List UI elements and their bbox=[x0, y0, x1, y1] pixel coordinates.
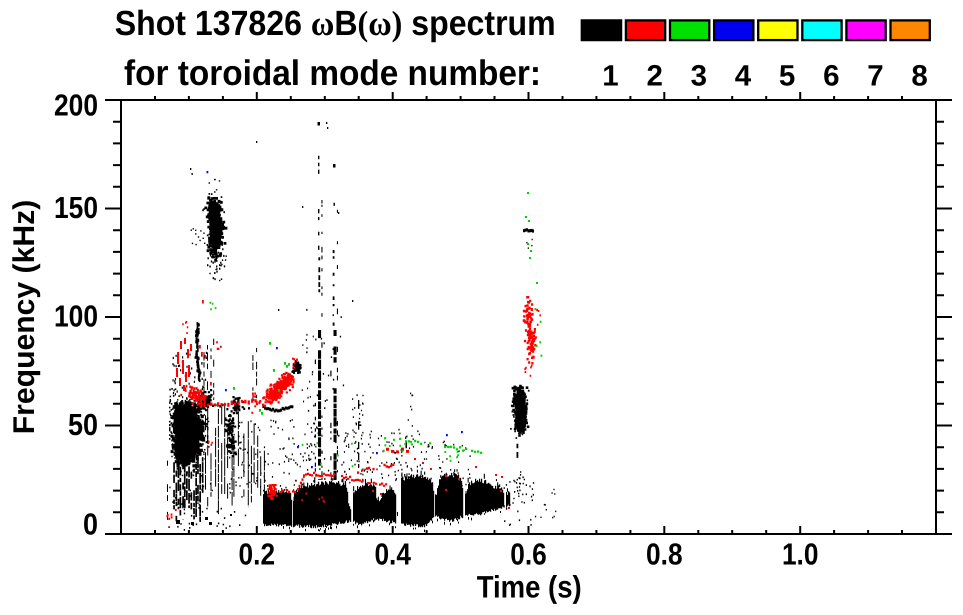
svg-text:0.4: 0.4 bbox=[374, 538, 411, 572]
svg-text:6: 6 bbox=[823, 60, 839, 93]
svg-text:1.0: 1.0 bbox=[782, 538, 819, 572]
svg-text:Time (s): Time (s) bbox=[477, 569, 582, 604]
svg-text:1: 1 bbox=[602, 60, 618, 93]
svg-text:2: 2 bbox=[646, 60, 662, 93]
svg-text:3: 3 bbox=[691, 60, 707, 93]
svg-text:200: 200 bbox=[54, 89, 98, 123]
svg-text:0: 0 bbox=[83, 507, 98, 541]
svg-text:100: 100 bbox=[54, 300, 98, 334]
svg-text:0.2: 0.2 bbox=[239, 538, 276, 572]
svg-text:0.8: 0.8 bbox=[646, 538, 683, 572]
svg-text:8: 8 bbox=[911, 60, 927, 93]
svg-text:150: 150 bbox=[54, 191, 98, 225]
svg-text:5: 5 bbox=[779, 60, 795, 93]
svg-text:Shot 137826 ωB(ω) spectrum: Shot 137826 ωB(ω) spectrum bbox=[115, 4, 556, 43]
svg-text:0.6: 0.6 bbox=[510, 538, 547, 572]
svg-text:7: 7 bbox=[867, 60, 883, 93]
svg-text:50: 50 bbox=[68, 408, 98, 442]
svg-text:Frequency (kHz): Frequency (kHz) bbox=[8, 200, 41, 435]
svg-text:4: 4 bbox=[735, 60, 752, 93]
svg-text:for toroidal mode number:: for toroidal mode number: bbox=[124, 53, 541, 93]
